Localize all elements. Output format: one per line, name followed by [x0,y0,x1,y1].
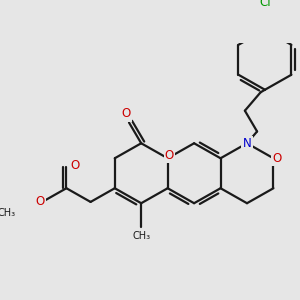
Text: O: O [70,159,80,172]
Text: O: O [272,152,282,165]
Text: O: O [165,149,174,162]
Text: Cl: Cl [259,0,271,9]
Text: N: N [243,137,251,150]
Text: O: O [36,195,45,208]
Text: CH₃: CH₃ [0,208,16,218]
Text: CH₃: CH₃ [132,231,150,241]
Text: O: O [122,107,131,120]
